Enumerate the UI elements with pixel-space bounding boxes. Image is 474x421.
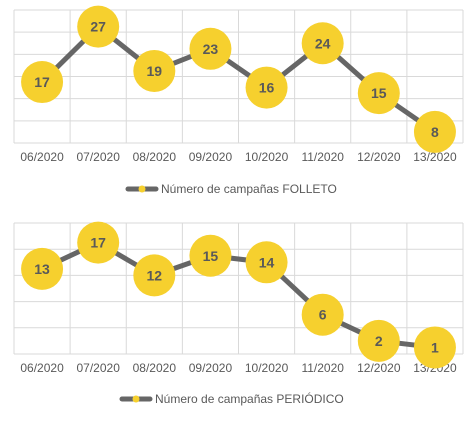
x-tick-label: 07/2020 bbox=[76, 361, 120, 375]
data-label: 17 bbox=[34, 74, 50, 90]
data-label: 15 bbox=[203, 248, 219, 264]
grid bbox=[13, 9, 464, 144]
data-label: 17 bbox=[90, 235, 106, 251]
x-tick-label: 06/2020 bbox=[20, 361, 64, 375]
data-point-marker bbox=[413, 326, 456, 369]
legend-label: Número de campañas FOLLETO bbox=[161, 182, 337, 196]
data-point-marker bbox=[357, 319, 400, 362]
data-label: 6 bbox=[319, 307, 327, 323]
data-label: 15 bbox=[371, 85, 387, 101]
data-label: 13 bbox=[34, 261, 50, 277]
legend-marker-icon bbox=[132, 395, 140, 403]
data-point-marker bbox=[301, 293, 344, 336]
data-point-marker bbox=[133, 49, 176, 92]
data-point-marker bbox=[77, 221, 120, 264]
x-tick-label: 12/2020 bbox=[357, 361, 401, 375]
data-point-marker bbox=[357, 72, 400, 115]
legend: Número de campañas PERIÓDICO bbox=[119, 391, 344, 406]
data-label: 27 bbox=[90, 19, 106, 35]
data-point-marker bbox=[77, 5, 120, 48]
data-point-marker bbox=[413, 110, 456, 153]
data-label: 12 bbox=[147, 267, 163, 283]
data-label: 14 bbox=[259, 254, 275, 270]
legend: Número de campañas FOLLETO bbox=[125, 182, 337, 196]
data-label: 23 bbox=[203, 41, 219, 57]
x-tick-label: 06/2020 bbox=[20, 150, 64, 164]
x-tick-label: 13/2020 bbox=[413, 150, 457, 164]
legend-marker-icon bbox=[138, 185, 146, 193]
data-label: 24 bbox=[315, 35, 331, 51]
data-point-marker bbox=[133, 254, 176, 297]
data-label: 2 bbox=[375, 333, 383, 349]
x-tick-label: 08/2020 bbox=[133, 150, 177, 164]
x-tick-label: 07/2020 bbox=[76, 150, 120, 164]
x-tick-label: 11/2020 bbox=[301, 150, 344, 164]
x-tick-label: 08/2020 bbox=[133, 361, 177, 375]
x-tick-label: 12/2020 bbox=[357, 150, 401, 164]
data-point-marker bbox=[21, 61, 64, 104]
chart-periodico: 06/2020 07/2020 08/2020 09/2020 10/2020 11/20… bbox=[13, 221, 464, 406]
data-point-marker bbox=[245, 66, 288, 109]
data-label: 19 bbox=[147, 63, 163, 79]
x-tick-label: 09/2020 bbox=[189, 361, 233, 375]
x-tick-label: 09/2020 bbox=[189, 150, 233, 164]
data-point-marker bbox=[189, 234, 232, 277]
legend-label: Número de campañas PERIÓDICO bbox=[155, 391, 344, 406]
chart-folleto: 06/2020 07/2020 08/2020 09/2020 10/2020 11/20… bbox=[13, 5, 464, 196]
x-tick-label: 10/2020 bbox=[245, 150, 289, 164]
data-label: 1 bbox=[431, 339, 439, 355]
data-point-marker bbox=[21, 247, 64, 290]
data-point-marker bbox=[301, 22, 344, 65]
data-point-marker bbox=[245, 241, 288, 284]
data-label: 8 bbox=[431, 124, 439, 140]
data-point-marker bbox=[189, 27, 232, 70]
x-tick-label: 10/2020 bbox=[245, 361, 289, 375]
data-label: 16 bbox=[259, 80, 275, 96]
x-tick-label: 11/2020 bbox=[301, 361, 344, 375]
